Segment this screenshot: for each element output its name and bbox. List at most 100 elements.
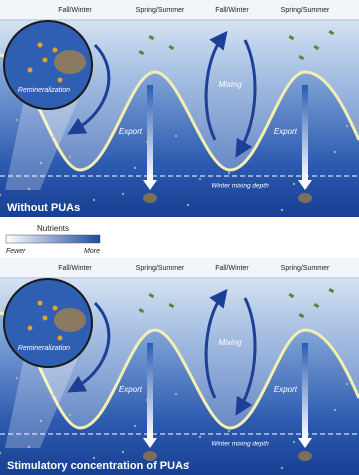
depth-label: Winter mixing depth [211, 441, 269, 448]
particle [345, 124, 349, 128]
season-label: Fall/Winter [58, 265, 92, 272]
mixing-arrow [204, 30, 228, 141]
particle [292, 440, 296, 444]
particle [133, 166, 137, 170]
remineralization-label: Remineralization [18, 345, 70, 352]
loupe-beam [5, 353, 80, 448]
sinking-aggregate [143, 451, 157, 461]
bacteria [37, 300, 43, 306]
particle [292, 182, 296, 186]
bacteria [42, 315, 48, 321]
legend-low: Fewer [6, 248, 26, 255]
bacteria [52, 47, 58, 53]
loupe [3, 20, 93, 110]
particle [227, 171, 231, 175]
particle [280, 466, 284, 470]
mixing-arrow [235, 39, 257, 158]
sinking-aggregate [143, 193, 157, 203]
bacteria [57, 77, 63, 83]
phytoplankton [288, 293, 295, 299]
particle [280, 208, 284, 212]
return-arrow [67, 43, 111, 135]
bacteria [57, 335, 63, 341]
phytoplankton [148, 293, 155, 299]
particle [51, 135, 55, 139]
particle [186, 203, 190, 207]
surface [0, 0, 359, 20]
particle [186, 461, 190, 465]
season-label: Fall/Winter [215, 7, 249, 14]
phytoplankton [298, 55, 305, 61]
particle [92, 198, 96, 202]
particle [15, 118, 19, 122]
export-label: Export [119, 127, 143, 136]
bacteria [52, 305, 58, 311]
export-label: Export [119, 385, 143, 394]
mixing-arrow [204, 288, 228, 399]
particle [227, 429, 231, 433]
phytoplankton [138, 50, 145, 56]
panel-caption: Stimulatory concentration of PUAs [7, 460, 189, 472]
mixed-layer-curve [0, 311, 359, 430]
legend-gradient [5, 234, 101, 244]
season-label: Fall/Winter [215, 265, 249, 272]
phytoplankton [138, 308, 145, 314]
particle [51, 393, 55, 397]
surface [0, 258, 359, 278]
particle [174, 392, 178, 396]
phytoplankton [328, 288, 335, 294]
particle [68, 413, 72, 417]
bacteria [27, 67, 33, 73]
phytoplankton [313, 303, 320, 309]
particle [68, 155, 72, 159]
season-label: Spring/Summer [136, 7, 185, 14]
particle [39, 161, 43, 165]
particle [92, 456, 96, 460]
particle [345, 382, 349, 386]
mixing-arrow [235, 297, 257, 416]
season-label: Spring/Summer [281, 265, 330, 272]
phytoplankton [288, 35, 295, 41]
bacteria [37, 42, 43, 48]
legend: Nutrients Fewer More [5, 224, 101, 255]
phytoplankton [168, 303, 175, 309]
particle [39, 419, 43, 423]
season-label: Spring/Summer [136, 265, 185, 272]
legend-high: More [84, 248, 100, 255]
loupe-beam [5, 95, 80, 190]
export-arrow [147, 85, 153, 180]
particle [198, 177, 202, 181]
particle [133, 424, 137, 428]
remineralization-label: Remineralization [18, 87, 70, 94]
export-arrow [302, 343, 308, 438]
aggregate [54, 308, 86, 332]
depth-label: Winter mixing depth [211, 183, 269, 190]
sinking-aggregate [298, 451, 312, 461]
particle [0, 451, 2, 455]
sinking-aggregate [298, 193, 312, 203]
panel-caption: Without PUAs [7, 202, 80, 214]
phytoplankton [148, 35, 155, 41]
legend-title: Nutrients [37, 224, 69, 233]
season-label: Spring/Summer [281, 7, 330, 14]
particle [80, 129, 84, 133]
particle [15, 376, 19, 380]
mixed-layer-curve [0, 53, 359, 172]
phytoplankton [298, 313, 305, 319]
particle [333, 408, 337, 412]
export-arrow-head [298, 180, 312, 190]
particle [198, 435, 202, 439]
return-arrow [67, 301, 111, 393]
particle [27, 445, 31, 449]
mixing-label: Mixing [218, 338, 242, 347]
panel: Mixing Export Export Remineralization Fall/W… [0, 0, 359, 217]
export-label: Export [274, 127, 298, 136]
phytoplankton [328, 30, 335, 36]
particle [174, 134, 178, 138]
loupe [3, 278, 93, 368]
phytoplankton [168, 45, 175, 51]
export-arrow [147, 343, 153, 438]
particle [80, 387, 84, 391]
panel: Mixing Export Export Remineralization Fall/W… [0, 258, 359, 475]
